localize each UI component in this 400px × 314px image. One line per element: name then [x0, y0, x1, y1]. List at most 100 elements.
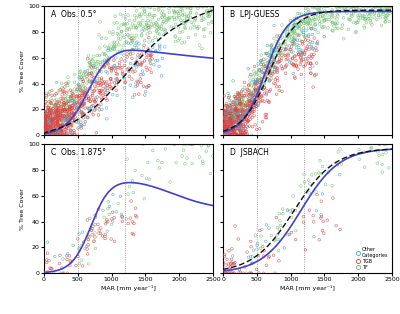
Point — [204, 4, 210, 9]
Point — [382, 8, 389, 13]
Point — [226, 122, 232, 127]
Point — [41, 133, 48, 138]
Point — [251, 64, 258, 69]
Point — [154, 28, 160, 33]
Point — [78, 102, 84, 107]
Point — [144, 14, 151, 19]
Point — [91, 239, 97, 244]
Point — [71, 109, 78, 114]
Point — [222, 132, 229, 137]
Point — [249, 261, 256, 266]
Point — [60, 101, 67, 106]
Point — [301, 64, 307, 69]
Point — [314, 192, 320, 197]
Point — [245, 106, 252, 111]
Point — [240, 103, 246, 108]
Point — [62, 118, 68, 123]
Point — [112, 68, 119, 73]
Point — [311, 35, 318, 41]
Point — [223, 111, 230, 116]
Point — [239, 97, 245, 102]
Point — [127, 216, 134, 221]
Point — [238, 113, 244, 118]
Point — [49, 117, 56, 122]
Point — [279, 35, 286, 40]
Point — [258, 80, 265, 85]
Point — [333, 223, 339, 228]
Point — [96, 76, 103, 81]
Point — [184, 5, 191, 10]
Point — [220, 131, 227, 136]
Point — [62, 114, 68, 119]
Point — [139, 4, 146, 9]
Point — [292, 20, 299, 25]
Point — [250, 100, 256, 106]
Point — [377, 12, 384, 17]
Point — [260, 79, 266, 84]
Point — [349, 14, 355, 19]
Point — [110, 44, 117, 49]
Point — [380, 7, 386, 12]
Point — [171, 4, 178, 9]
Point — [161, 19, 167, 24]
Point — [378, 23, 385, 28]
Point — [248, 80, 254, 85]
Point — [43, 93, 49, 98]
Point — [138, 12, 145, 17]
Point — [238, 118, 245, 123]
Point — [110, 32, 116, 37]
Point — [68, 95, 75, 100]
Point — [234, 116, 241, 122]
Point — [88, 104, 94, 109]
Point — [62, 109, 68, 114]
Point — [228, 133, 235, 138]
Point — [81, 75, 88, 80]
Point — [121, 63, 128, 68]
Point — [233, 133, 240, 138]
Point — [171, 25, 177, 30]
Point — [96, 104, 102, 109]
Point — [222, 129, 228, 134]
Point — [281, 246, 288, 251]
Point — [249, 124, 256, 129]
Point — [144, 51, 150, 57]
Point — [107, 46, 114, 51]
Point — [79, 103, 86, 108]
Point — [299, 51, 306, 56]
Point — [84, 105, 91, 110]
Point — [252, 101, 258, 106]
Point — [148, 23, 154, 28]
Point — [248, 90, 254, 95]
Point — [64, 118, 70, 123]
Point — [108, 77, 114, 82]
Point — [286, 32, 292, 37]
Point — [230, 116, 236, 121]
Point — [129, 231, 136, 236]
Point — [220, 133, 226, 138]
Point — [232, 104, 238, 109]
Point — [222, 119, 229, 124]
Point — [310, 15, 317, 20]
Point — [324, 4, 330, 9]
Point — [124, 54, 130, 59]
Point — [229, 133, 236, 138]
Point — [207, 171, 214, 176]
Point — [232, 128, 238, 133]
Point — [250, 248, 257, 253]
Point — [172, 4, 179, 9]
Point — [102, 62, 108, 68]
Point — [58, 104, 64, 109]
Y-axis label: % Tree Cover: % Tree Cover — [20, 188, 26, 230]
Point — [286, 49, 292, 54]
Point — [57, 271, 64, 276]
Point — [339, 4, 346, 9]
Point — [233, 121, 240, 126]
Point — [223, 133, 230, 138]
Point — [50, 123, 56, 128]
Point — [60, 105, 67, 110]
Point — [268, 47, 275, 52]
Point — [323, 9, 329, 14]
Point — [193, 4, 199, 9]
Point — [228, 114, 234, 119]
Point — [69, 110, 75, 115]
